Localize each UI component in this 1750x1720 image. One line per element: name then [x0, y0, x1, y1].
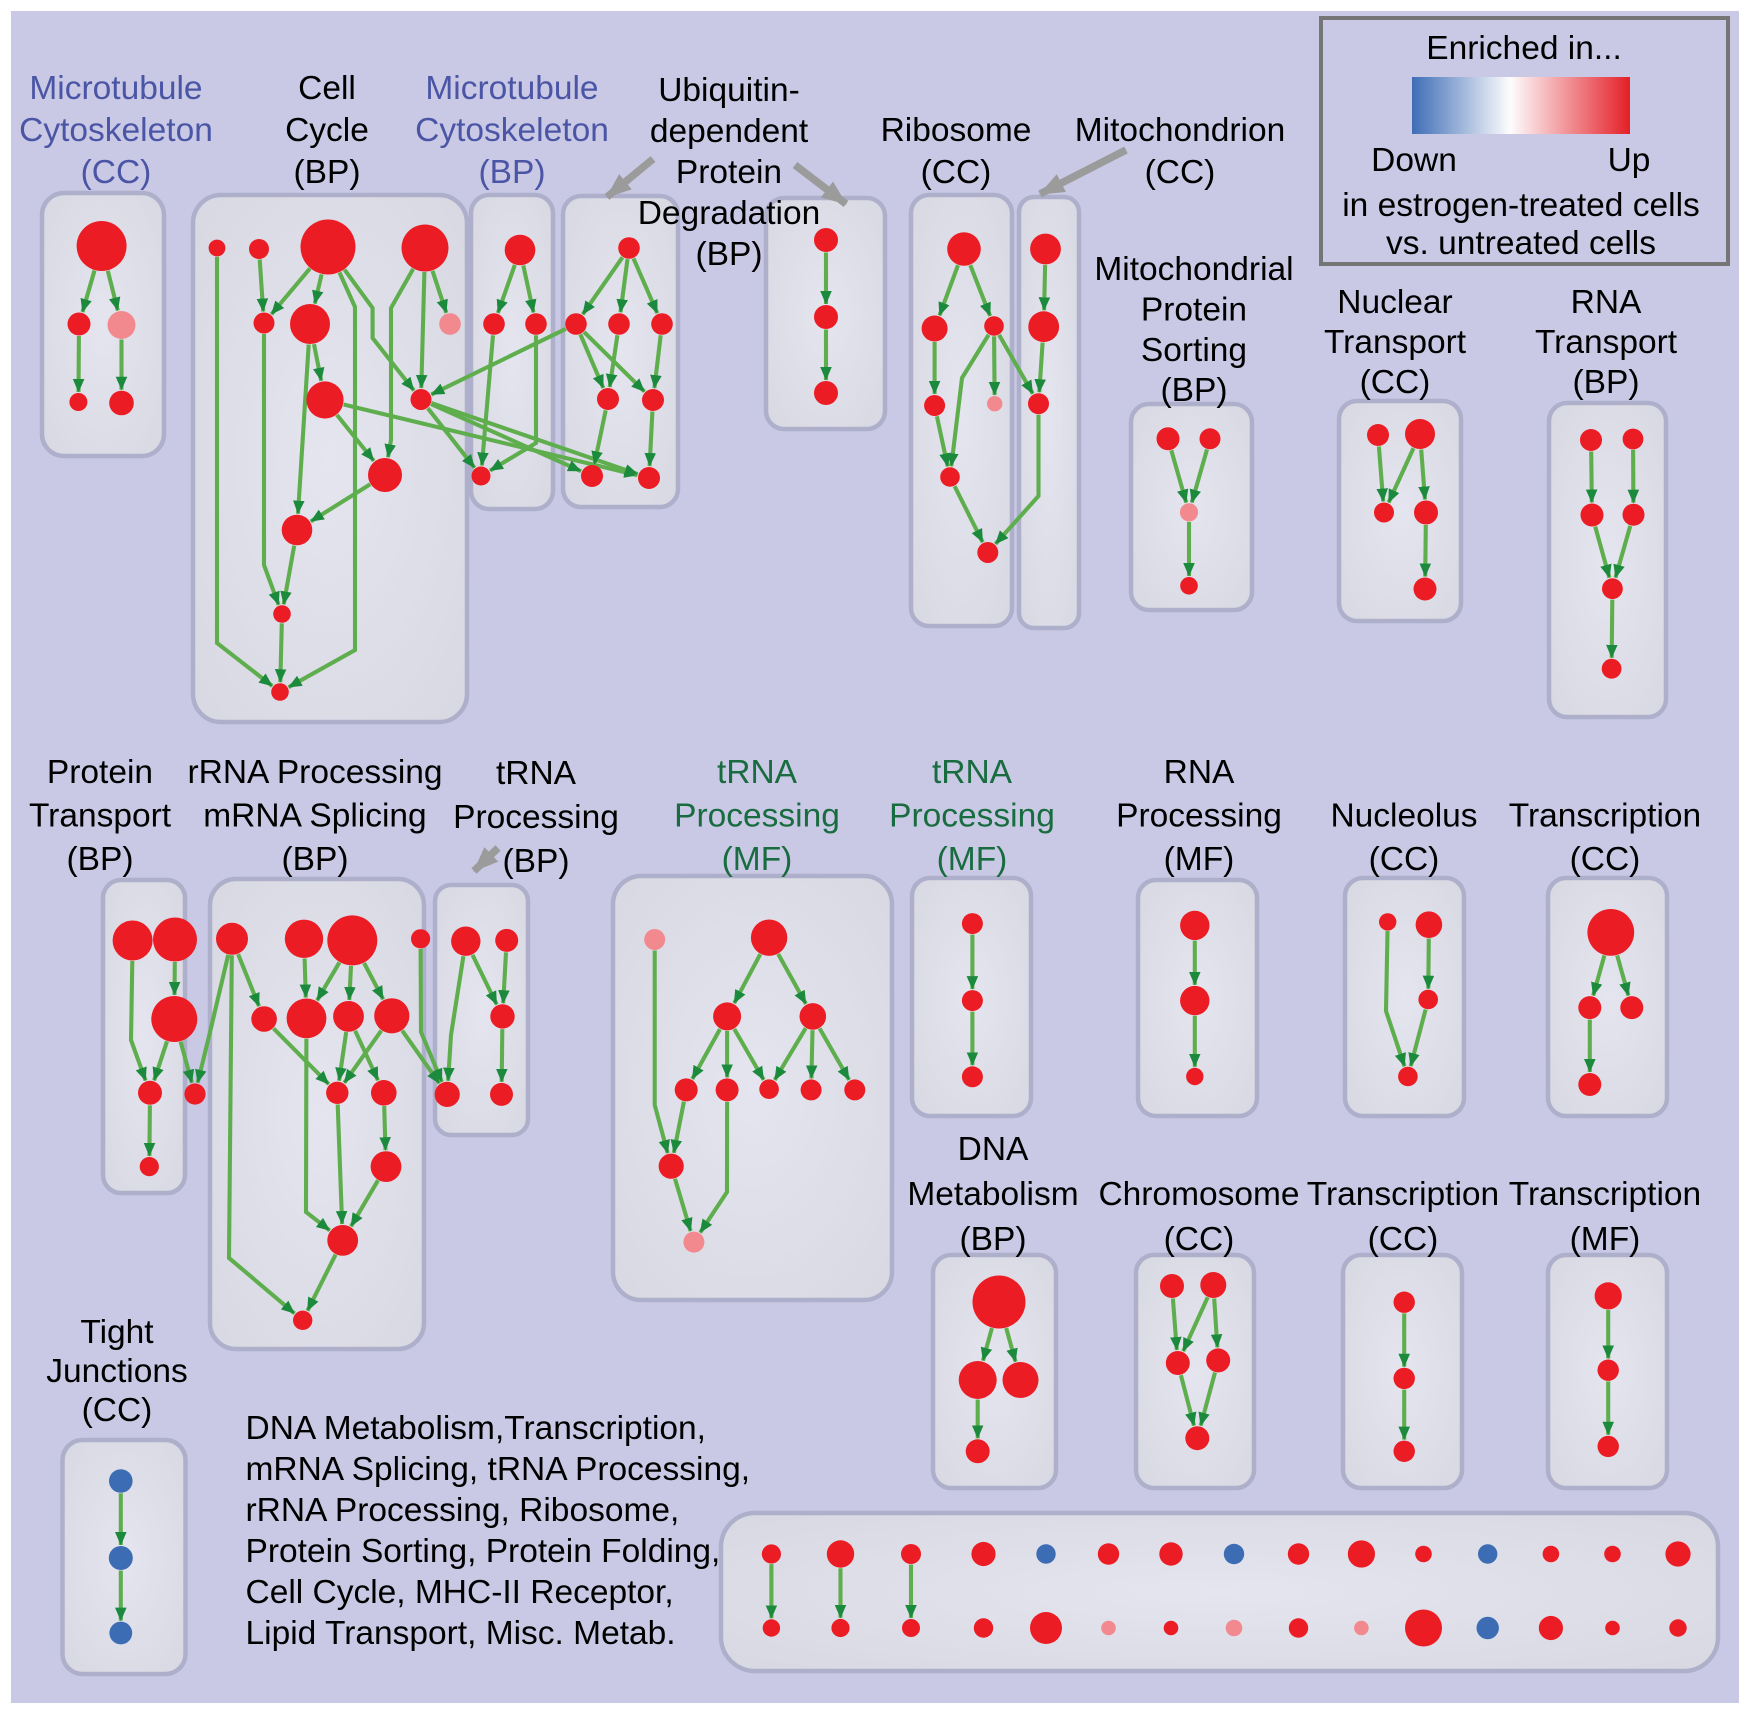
svg-text:Ubiquitin-: Ubiquitin- — [658, 72, 800, 109]
svg-text:Degradation: Degradation — [638, 195, 821, 232]
svg-text:(CC): (CC) — [82, 1392, 153, 1429]
svg-text:(MF): (MF) — [937, 841, 1008, 878]
svg-text:(CC): (CC) — [1369, 841, 1440, 878]
svg-text:Cytoskeleton: Cytoskeleton — [415, 112, 609, 149]
svg-text:(BP): (BP) — [696, 236, 763, 273]
svg-text:(BP): (BP) — [1573, 364, 1640, 401]
svg-text:Protein Sorting, Protein Foldi: Protein Sorting, Protein Folding, — [246, 1533, 721, 1570]
svg-text:Up: Up — [1608, 142, 1651, 179]
svg-text:Processing: Processing — [674, 798, 840, 835]
svg-text:(CC): (CC) — [81, 154, 152, 191]
svg-text:mRNA Splicing, tRNA Processing: mRNA Splicing, tRNA Processing, — [246, 1451, 751, 1488]
svg-text:Processing: Processing — [889, 798, 1055, 835]
svg-text:dependent: dependent — [650, 113, 809, 150]
svg-text:(CC): (CC) — [921, 154, 992, 191]
svg-text:Mitochondrion: Mitochondrion — [1075, 112, 1285, 149]
svg-text:Cell Cycle, MHC-II Receptor,: Cell Cycle, MHC-II Receptor, — [246, 1574, 674, 1611]
svg-text:(BP): (BP) — [282, 841, 349, 878]
svg-text:Junctions: Junctions — [46, 1353, 188, 1390]
svg-text:Protein: Protein — [1141, 291, 1247, 328]
svg-text:Transport: Transport — [1535, 324, 1678, 361]
svg-text:Processing: Processing — [453, 799, 619, 836]
svg-text:(BP): (BP) — [960, 1221, 1027, 1258]
svg-text:mRNA Splicing: mRNA Splicing — [203, 798, 426, 835]
svg-text:in estrogen-treated cells: in estrogen-treated cells — [1342, 187, 1700, 224]
svg-text:(CC): (CC) — [1164, 1221, 1235, 1258]
svg-text:(BP): (BP) — [503, 843, 570, 880]
svg-text:Ribosome: Ribosome — [881, 112, 1032, 149]
svg-text:Processing: Processing — [1116, 798, 1282, 835]
svg-text:(BP): (BP) — [1161, 372, 1228, 409]
svg-text:Nucleolus: Nucleolus — [1330, 798, 1477, 835]
svg-text:Cytoskeleton: Cytoskeleton — [19, 112, 213, 149]
svg-text:Tight: Tight — [80, 1314, 154, 1351]
svg-text:Transcription: Transcription — [1307, 1176, 1499, 1213]
svg-text:(CC): (CC) — [1570, 841, 1641, 878]
svg-text:Transport: Transport — [29, 798, 172, 835]
svg-text:Metabolism: Metabolism — [907, 1176, 1078, 1213]
svg-text:tRNA: tRNA — [496, 755, 577, 792]
svg-text:(BP): (BP) — [479, 154, 546, 191]
svg-text:tRNA: tRNA — [717, 754, 798, 791]
svg-text:(CC): (CC) — [1368, 1221, 1439, 1258]
svg-text:Down: Down — [1371, 142, 1457, 179]
svg-text:(BP): (BP) — [294, 154, 361, 191]
svg-text:(MF): (MF) — [722, 841, 793, 878]
svg-text:(CC): (CC) — [1145, 154, 1216, 191]
svg-text:Microtubule: Microtubule — [425, 70, 598, 107]
svg-text:Nuclear: Nuclear — [1337, 284, 1452, 321]
svg-text:RNA: RNA — [1164, 754, 1235, 791]
svg-text:Sorting: Sorting — [1141, 332, 1247, 369]
svg-text:RNA: RNA — [1571, 284, 1642, 321]
svg-text:rRNA Processing, Ribosome,: rRNA Processing, Ribosome, — [246, 1492, 680, 1529]
svg-text:Protein: Protein — [676, 154, 782, 191]
svg-text:Cell: Cell — [298, 70, 356, 107]
svg-text:Microtubule: Microtubule — [29, 70, 202, 107]
svg-text:Protein: Protein — [47, 754, 153, 791]
svg-text:(MF): (MF) — [1164, 841, 1235, 878]
svg-text:DNA: DNA — [958, 1131, 1029, 1168]
svg-text:Transcription: Transcription — [1509, 1176, 1701, 1213]
svg-text:Lipid Transport, Misc. Metab.: Lipid Transport, Misc. Metab. — [246, 1615, 676, 1652]
svg-text:Transcription: Transcription — [1509, 798, 1701, 835]
svg-text:Cycle: Cycle — [285, 112, 369, 149]
svg-text:tRNA: tRNA — [932, 754, 1013, 791]
svg-text:(CC): (CC) — [1360, 364, 1431, 401]
svg-text:vs. untreated cells: vs. untreated cells — [1386, 225, 1656, 262]
svg-text:Chromosome: Chromosome — [1098, 1176, 1299, 1213]
svg-text:DNA Metabolism,Transcription,: DNA Metabolism,Transcription, — [246, 1410, 706, 1447]
svg-text:(BP): (BP) — [67, 841, 134, 878]
svg-text:rRNA Processing: rRNA Processing — [187, 754, 442, 791]
svg-text:Enriched in...: Enriched in... — [1426, 30, 1622, 67]
svg-text:Transport: Transport — [1324, 324, 1467, 361]
svg-text:(MF): (MF) — [1570, 1221, 1641, 1258]
svg-text:Mitochondrial: Mitochondrial — [1094, 251, 1293, 288]
